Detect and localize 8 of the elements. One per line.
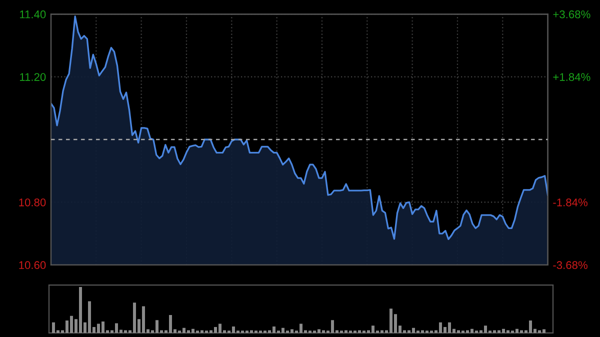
y2-tick-label: -1.84% xyxy=(553,198,588,206)
y2-tick-label: +1.84% xyxy=(553,73,590,81)
y2-tick-label: -3.68% xyxy=(553,261,588,270)
y-tick-label: 10.80 xyxy=(19,198,46,206)
y2-tick-label: +3.68% xyxy=(553,10,590,18)
y-tick-label: 11.20 xyxy=(20,73,46,81)
y-tick-label: 11.40 xyxy=(20,10,46,18)
y-tick-label: 10.60 xyxy=(19,261,46,270)
